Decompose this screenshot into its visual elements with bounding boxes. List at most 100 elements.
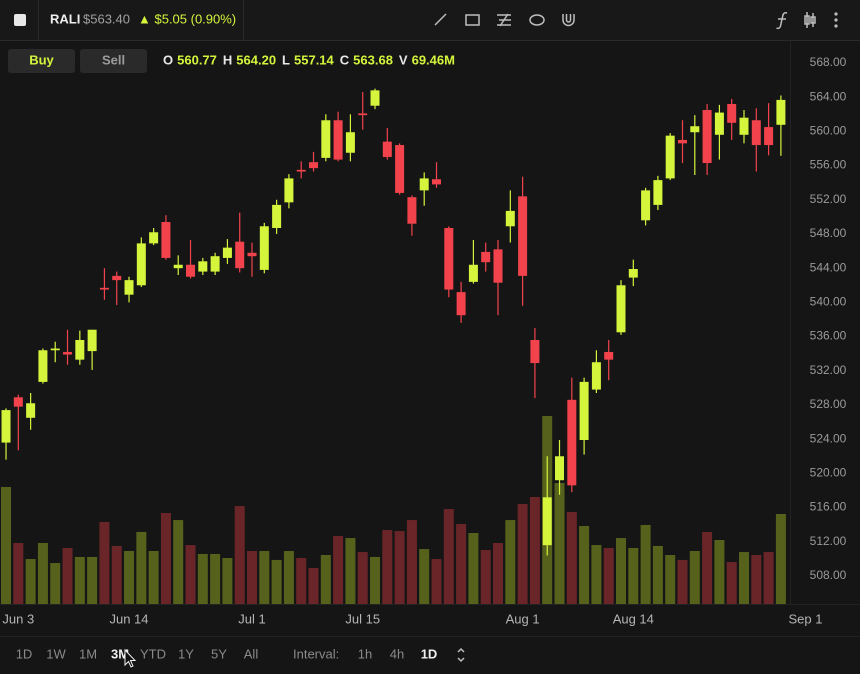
candle-body <box>161 222 171 258</box>
y-tick-label: 544.00 <box>810 260 847 274</box>
magnet-tool[interactable] <box>562 14 575 27</box>
volume-bar <box>357 552 368 604</box>
rect-tool[interactable] <box>465 14 480 26</box>
candle-body <box>579 381 589 441</box>
volume-bar <box>763 552 774 604</box>
candle-body <box>63 351 73 355</box>
volume-bar <box>468 532 479 604</box>
ellipse-tool[interactable] <box>529 14 545 26</box>
candle-body <box>653 180 663 205</box>
volume-bar <box>443 509 454 604</box>
range-button[interactable]: 1W <box>46 646 66 661</box>
volume-bar <box>616 538 627 604</box>
price: $563.40 <box>83 11 130 26</box>
candle-body <box>555 456 565 481</box>
candle-body <box>296 169 306 172</box>
volume-bar <box>738 552 749 604</box>
interval-button[interactable]: 4h <box>390 646 404 661</box>
interval-label: Interval: <box>293 646 339 661</box>
candle-body <box>333 120 343 160</box>
volume-bar <box>345 538 356 604</box>
candle-body <box>530 339 540 364</box>
candle-body <box>591 362 601 390</box>
candle-body <box>690 126 700 133</box>
range-button[interactable]: 1M <box>79 646 97 661</box>
candle-body <box>432 179 442 185</box>
more-icon[interactable] <box>834 12 838 28</box>
volume-bar <box>247 551 258 604</box>
candle-body <box>222 247 232 258</box>
candle-body <box>616 285 626 333</box>
volume-bar <box>419 549 430 604</box>
candle-body <box>309 162 319 169</box>
volume-bar <box>99 521 110 604</box>
x-tick-label: Aug 14 <box>613 611 654 626</box>
candle-type-icon[interactable] <box>804 12 816 28</box>
volume-bar <box>702 531 713 604</box>
interval-button[interactable]: 1D <box>421 646 438 661</box>
candle-body <box>604 351 614 360</box>
x-tick-label: Sep 1 <box>789 611 823 626</box>
volume-bar <box>493 542 504 604</box>
candle-body <box>678 139 688 144</box>
candle-body <box>272 204 282 228</box>
symbol[interactable]: RALI <box>50 11 80 26</box>
volume-bar <box>13 542 24 604</box>
volume-bar <box>136 531 147 604</box>
line-tool[interactable] <box>434 13 447 26</box>
volume-bar <box>652 545 663 604</box>
buy-label[interactable]: Buy <box>29 52 54 67</box>
candle-body <box>112 275 122 281</box>
candle-body <box>407 197 417 224</box>
toolbar <box>0 0 860 40</box>
volume-bar <box>283 551 294 604</box>
range-button[interactable]: All <box>244 646 259 661</box>
candle-body <box>395 145 405 193</box>
indicator-icon[interactable] <box>776 12 788 30</box>
candle-body <box>124 280 134 295</box>
legend-key: L <box>282 52 290 67</box>
volume-bar <box>431 559 442 604</box>
candle-body <box>702 110 712 164</box>
candle-body <box>641 190 651 221</box>
range-button[interactable]: 5Y <box>211 646 227 661</box>
legend-key: C <box>340 52 350 67</box>
volume-bar <box>333 535 344 604</box>
legend-value: 560.77 <box>177 52 217 67</box>
y-tick-label: 516.00 <box>810 500 847 514</box>
drawing-tools <box>434 12 816 30</box>
candle-body <box>247 252 257 257</box>
sell-label[interactable]: Sell <box>102 52 125 67</box>
buy-button[interactable] <box>8 49 75 73</box>
candle-body <box>505 210 515 227</box>
interval-button[interactable]: 1h <box>358 646 372 661</box>
y-tick-label: 568.00 <box>810 55 847 69</box>
range-button[interactable]: 1Y <box>178 646 194 661</box>
volume-bar <box>370 556 381 604</box>
y-tick-label: 512.00 <box>810 534 847 548</box>
plot <box>1 88 786 604</box>
candle-body <box>284 178 294 203</box>
volume-bar <box>234 506 245 604</box>
candle-body <box>345 132 355 153</box>
menu-icon[interactable] <box>14 14 26 26</box>
candle-body <box>518 196 528 276</box>
candle-body <box>186 264 196 277</box>
legend-value: 557.14 <box>294 52 335 67</box>
x-tick-label: Jul 1 <box>238 611 265 626</box>
candle-body <box>764 127 774 146</box>
volume-bar <box>222 558 233 604</box>
volume-bar <box>148 551 159 604</box>
range-button[interactable]: YTD <box>140 646 166 661</box>
volume-bar <box>210 553 221 604</box>
fib-tool[interactable] <box>497 13 511 27</box>
legend-value: 69.46M <box>412 52 455 67</box>
interval-dropdown[interactable] <box>457 647 465 663</box>
candle-body <box>136 243 146 286</box>
candle-body <box>370 90 380 106</box>
sell-button[interactable] <box>80 49 147 73</box>
candle-body <box>776 99 786 125</box>
volume-bar <box>50 563 61 604</box>
range-button[interactable]: 1D <box>16 646 33 661</box>
